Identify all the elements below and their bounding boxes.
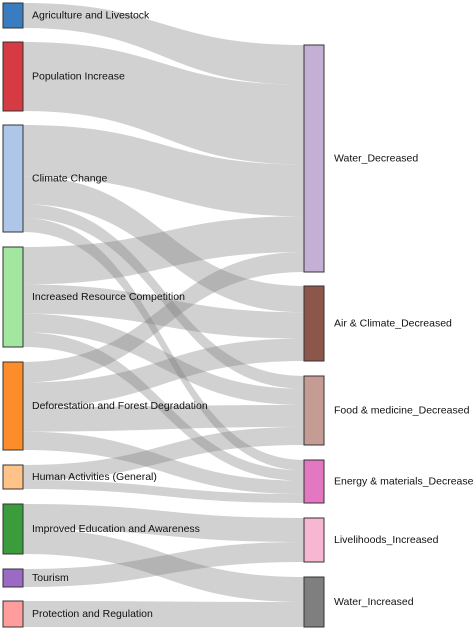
node-label: Deforestation and Forest Degradation (32, 400, 208, 412)
node-label: Population Increase (32, 71, 125, 83)
link-comp-to-energy_dec (23, 332, 304, 481)
link-human-to-energy_dec (23, 480, 304, 503)
node-bar (2, 2, 24, 29)
target-node-water_dec: Water_Decreased (303, 44, 418, 273)
target-node-food_dec: Food & medicine_Decreased (303, 375, 470, 446)
source-node-agri: Agriculture and Livestock (2, 2, 150, 29)
link-edu-to-water_inc (23, 529, 304, 602)
node-label: Energy & materials_Decreased (334, 476, 474, 488)
node-label: Improved Education and Awareness (32, 523, 200, 535)
node-bar (2, 464, 24, 490)
link-comp-to-water_dec (23, 216, 304, 285)
link-defor-to-water_dec (23, 252, 304, 383)
node-bar (303, 285, 325, 362)
link-tour-to-liveli_inc (23, 542, 304, 587)
node-label: Human Activities (General) (32, 471, 157, 483)
link-pop-to-water_dec (23, 42, 304, 165)
node-bar (2, 503, 24, 555)
target-node-liveli_inc: Livelihoods_Increased (303, 517, 439, 563)
source-node-clim: Climate Change (2, 124, 107, 233)
link-comp-to-food_dec (23, 313, 304, 406)
node-label: Protection and Regulation (32, 608, 153, 620)
node-bar (303, 375, 325, 446)
node-label: Agriculture and Livestock (32, 10, 150, 22)
link-defor-to-air_dec (23, 338, 304, 408)
node-bar (303, 44, 325, 273)
node-bar (303, 517, 325, 563)
target-node-air_dec: Air & Climate_Decreased (303, 285, 452, 362)
node-bar (2, 361, 24, 451)
node-bar (303, 576, 325, 628)
node-label: Air & Climate_Decreased (334, 318, 452, 330)
link-prot-to-water_inc (23, 601, 304, 627)
link-comp-to-air_dec (23, 284, 304, 339)
link-clim-to-water_dec (23, 125, 304, 217)
source-node-defor: Deforestation and Forest Degradation (2, 361, 208, 451)
link-edu-to-liveli_inc (23, 504, 304, 542)
link-defor-to-food_dec (23, 405, 304, 432)
node-label: Increased Resource Competition (32, 291, 185, 303)
node-label: Water_Decreased (334, 153, 418, 165)
node-bar (2, 41, 24, 112)
node-bar (2, 246, 24, 348)
target-node-water_inc: Water_Increased (303, 576, 414, 628)
link-clim-to-air_dec (23, 176, 304, 313)
node-bar (303, 459, 325, 504)
node-label: Livelihoods_Increased (334, 534, 439, 546)
link-clim-to-food_dec (23, 204, 304, 389)
node-label: Food & medicine_Decreased (334, 405, 470, 417)
link-human-to-food_dec (23, 426, 304, 480)
target-node-energy_dec: Energy & materials_Decreased (303, 459, 474, 504)
link-defor-to-energy_dec (23, 431, 304, 495)
source-node-pop: Population Increase (2, 41, 125, 112)
node-label: Climate Change (32, 173, 107, 185)
link-agri-to-water_dec (23, 3, 304, 85)
source-node-comp: Increased Resource Competition (2, 246, 185, 348)
node-label: Tourism (32, 572, 69, 584)
node-bar (2, 568, 24, 588)
source-node-edu: Improved Education and Awareness (2, 503, 200, 555)
source-node-human: Human Activities (General) (2, 464, 157, 490)
link-layer (23, 3, 304, 627)
source-node-tour: Tourism (2, 568, 69, 588)
link-clim-to-energy_dec (23, 218, 304, 471)
source-node-prot: Protection and Regulation (2, 600, 153, 628)
node-bar (2, 600, 24, 628)
node-bar (2, 124, 24, 233)
node-label: Water_Increased (334, 596, 414, 608)
